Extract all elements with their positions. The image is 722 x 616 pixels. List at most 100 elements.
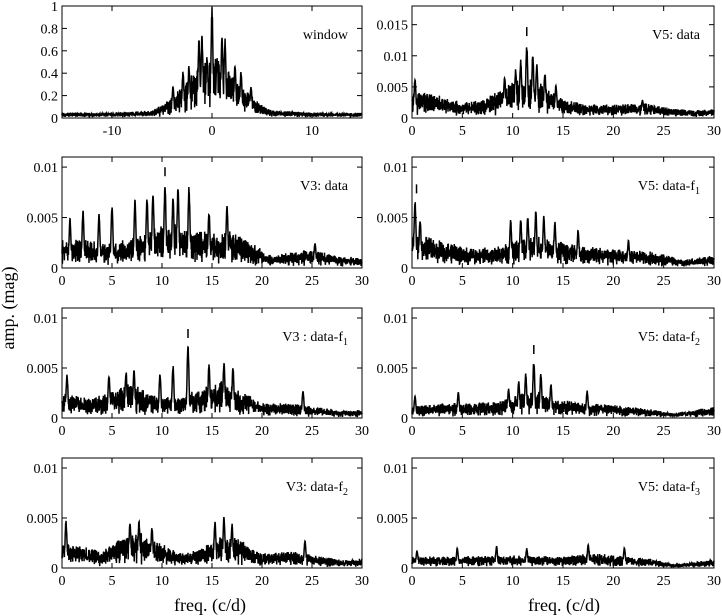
x-tick-label: 30 bbox=[355, 274, 369, 289]
x-tick-label: 0 bbox=[409, 424, 416, 439]
x-tick-label: 10 bbox=[155, 574, 169, 589]
spectrum-trace bbox=[411, 202, 715, 268]
x-tick-label: 0 bbox=[59, 424, 66, 439]
spectrum-trace bbox=[61, 345, 363, 418]
y-tick-label: 0.6 bbox=[41, 45, 59, 60]
y-tick-label: 0 bbox=[401, 262, 408, 277]
spectrum-trace bbox=[411, 363, 715, 419]
x-tick-label: 5 bbox=[109, 574, 116, 589]
x-tick-label: 25 bbox=[657, 274, 671, 289]
spectrum-trace bbox=[61, 7, 363, 118]
x-tick-label: 30 bbox=[707, 574, 721, 589]
x-tick-label: 10 bbox=[305, 124, 319, 139]
x-tick-label: 20 bbox=[606, 424, 620, 439]
panel-6: 0 5 10 15 20 25 30 0 0.005 0.01 V5: data-f2 bbox=[377, 307, 721, 439]
panel-title: V5: data-f2 bbox=[638, 330, 700, 348]
panel-title: V3 : data-f1 bbox=[282, 330, 348, 348]
panel-7: 0 5 10 15 20 25 30 0 0.005 0.01 V3: data-f2 bbox=[27, 457, 369, 589]
y-tick-label: 0 bbox=[51, 562, 58, 577]
x-tick-label: 20 bbox=[255, 574, 269, 589]
x-tick-label: 25 bbox=[657, 574, 671, 589]
spectrum-trace bbox=[411, 47, 715, 118]
y-tick-label: 0.2 bbox=[41, 90, 59, 105]
x-tick-label: 5 bbox=[459, 574, 466, 589]
x-tick-label: 20 bbox=[606, 274, 620, 289]
x-tick-label: 15 bbox=[205, 574, 219, 589]
panel-title: window bbox=[303, 28, 349, 43]
x-tick-label: 15 bbox=[556, 424, 570, 439]
x-tick-label: 25 bbox=[305, 274, 319, 289]
x-tick-label: 25 bbox=[305, 424, 319, 439]
spectrum-trace bbox=[61, 187, 363, 267]
panel-title: V5: data-f3 bbox=[638, 480, 700, 498]
x-tick-label: 25 bbox=[657, 424, 671, 439]
figure-xlabel-right: freq. (c/d) bbox=[528, 595, 600, 616]
x-tick-label: 10 bbox=[506, 574, 520, 589]
x-tick-label: 10 bbox=[506, 274, 520, 289]
x-tick-label: 25 bbox=[657, 124, 671, 139]
x-tick-label: 30 bbox=[707, 124, 721, 139]
panel-1: -10 0 10 0 0.2 0.4 0.6 0.8 1 window bbox=[41, 0, 363, 139]
x-tick-label: 0 bbox=[409, 124, 416, 139]
y-tick-label: 0.4 bbox=[41, 67, 59, 82]
y-tick-label: 0.01 bbox=[34, 312, 59, 327]
x-tick-label: 5 bbox=[109, 274, 116, 289]
figure-xlabel-left: freq. (c/d) bbox=[174, 595, 246, 616]
y-tick-label: 0.005 bbox=[377, 81, 409, 96]
y-tick-label: 0.005 bbox=[27, 212, 59, 227]
y-tick-label: 0 bbox=[51, 412, 58, 427]
y-tick-label: 0.01 bbox=[384, 161, 409, 176]
panel-8: 0 5 10 15 20 25 30 0 0.005 0.01 V5: data-f3 bbox=[377, 457, 721, 589]
x-tick-label: 15 bbox=[556, 124, 570, 139]
x-tick-label: 15 bbox=[556, 274, 570, 289]
y-tick-label: 0.005 bbox=[27, 512, 59, 527]
y-tick-label: 0.01 bbox=[384, 50, 409, 65]
x-tick-label: 15 bbox=[205, 424, 219, 439]
x-tick-label: 0 bbox=[59, 574, 66, 589]
y-tick-label: 0.01 bbox=[384, 462, 409, 477]
x-tick-label: 30 bbox=[707, 424, 721, 439]
y-tick-label: 1 bbox=[51, 0, 58, 15]
x-tick-label: 25 bbox=[305, 574, 319, 589]
x-tick-label: 30 bbox=[707, 274, 721, 289]
x-tick-label: 0 bbox=[209, 124, 216, 139]
panel-title: V3: data-f2 bbox=[286, 480, 348, 498]
y-tick-label: 0.8 bbox=[41, 22, 59, 37]
x-tick-label: 5 bbox=[459, 124, 466, 139]
panel-title: V3: data bbox=[300, 179, 349, 194]
figure-ylabel: amp. (mag) bbox=[0, 267, 19, 350]
x-tick-label: 15 bbox=[205, 274, 219, 289]
x-tick-label: 5 bbox=[109, 424, 116, 439]
y-tick-label: 0.005 bbox=[27, 362, 59, 377]
x-tick-label: 20 bbox=[606, 124, 620, 139]
y-tick-label: 0.01 bbox=[384, 312, 409, 327]
x-tick-label: 20 bbox=[255, 274, 269, 289]
x-tick-label: 10 bbox=[155, 424, 169, 439]
x-tick-label: 20 bbox=[255, 424, 269, 439]
y-tick-label: 0.01 bbox=[34, 462, 59, 477]
spectrum-trace bbox=[61, 516, 363, 568]
panel-3: 0 5 10 15 20 25 30 0 0.005 0.01 V3: data bbox=[27, 156, 369, 289]
panel-4: 0 5 10 15 20 25 30 0 0.005 0.01 V5: data-f1 bbox=[377, 156, 721, 289]
panel-2: 0 5 10 15 20 25 30 0 0.005 0.01 0.015 V5: data bbox=[377, 5, 721, 139]
y-tick-label: 0 bbox=[401, 562, 408, 577]
y-tick-label: 0 bbox=[51, 262, 58, 277]
x-tick-label: 0 bbox=[409, 274, 416, 289]
x-tick-label: 5 bbox=[459, 424, 466, 439]
x-tick-label: 0 bbox=[409, 574, 416, 589]
x-tick-label: 10 bbox=[155, 274, 169, 289]
y-tick-label: 0.005 bbox=[377, 362, 409, 377]
x-tick-label: 0 bbox=[59, 274, 66, 289]
y-tick-label: 0.01 bbox=[34, 161, 59, 176]
y-tick-label: 0 bbox=[401, 112, 408, 127]
x-tick-label: 10 bbox=[506, 124, 520, 139]
x-tick-label: -10 bbox=[103, 124, 122, 139]
y-tick-label: 0 bbox=[51, 112, 58, 127]
panel-title: V5: data bbox=[652, 28, 701, 43]
panel-title: V5: data-f1 bbox=[638, 179, 700, 197]
panel-5: 0 5 10 15 20 25 30 0 0.005 0.01 V3 : data-f1 bbox=[27, 307, 369, 439]
x-tick-label: 30 bbox=[355, 424, 369, 439]
x-tick-label: 5 bbox=[459, 274, 466, 289]
